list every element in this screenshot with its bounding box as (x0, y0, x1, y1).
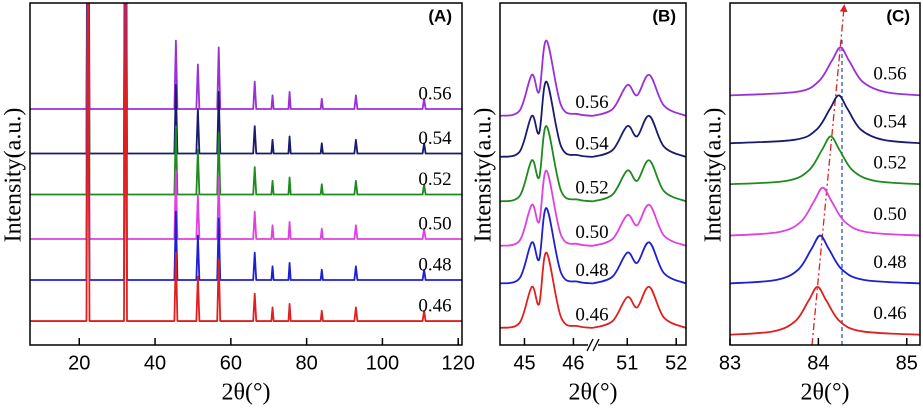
axis-break-gap (588, 341, 598, 349)
trace (30, 3, 462, 155)
y-axis-label: Intensity(a.u.) (471, 108, 497, 243)
series-label: 0.54 (575, 133, 609, 154)
x-axis-label: 2θ(°) (568, 380, 617, 406)
series-label: 0.56 (418, 83, 451, 104)
frame (29, 2, 463, 346)
frame (729, 2, 921, 346)
series-label: 0.50 (575, 222, 608, 243)
x-tick-label: 20 (68, 352, 90, 374)
x-tick-label: 85 (896, 352, 918, 374)
trace (730, 285, 920, 336)
plot-area (30, 3, 462, 322)
y-axis-label: Intensity(a.u.) (701, 108, 727, 243)
x-tick-label: 45 (513, 352, 535, 374)
x-axis-label: 2θ(°) (221, 380, 270, 406)
series-label: 0.50 (873, 204, 906, 225)
plot-area (730, 46, 920, 336)
trace (730, 135, 920, 186)
series-label: 0.46 (873, 303, 906, 324)
trace (30, 3, 462, 240)
series-label: 0.52 (418, 169, 451, 190)
trace (730, 46, 920, 97)
panel-label: (C) (886, 6, 910, 25)
x-tick-label: 52 (665, 352, 687, 374)
series-label: 0.54 (418, 128, 452, 149)
trace (30, 3, 462, 110)
trace (500, 39, 686, 117)
y-axis-label: Intensity(a.u.) (1, 108, 27, 243)
series-label: 0.48 (418, 254, 451, 275)
x-tick-label: 60 (220, 352, 242, 374)
trace (500, 125, 686, 203)
series-label: 0.54 (873, 112, 907, 133)
trace (730, 94, 920, 145)
axis-break (586, 338, 594, 352)
series-label: 0.52 (575, 178, 608, 199)
trace (30, 3, 462, 196)
plot-area (500, 39, 686, 329)
panel-label: (A) (428, 6, 452, 25)
x-tick-label: 46 (562, 352, 584, 374)
x-tick-label: 120 (442, 352, 475, 374)
trace (500, 251, 686, 329)
panel-label: (B) (652, 6, 676, 25)
x-tick-label: 51 (616, 352, 638, 374)
shift-arrow (811, 4, 848, 346)
series-label: 0.56 (575, 92, 608, 113)
trace (730, 186, 920, 237)
trace (30, 3, 462, 322)
trace (500, 169, 686, 247)
x-tick-label: 83 (719, 352, 741, 374)
trace (730, 234, 920, 285)
series-label: 0.48 (873, 252, 906, 273)
axis-break (592, 338, 600, 352)
series-label: 0.56 (873, 64, 906, 85)
series-label: 0.52 (873, 153, 906, 174)
x-tick-label: 80 (296, 352, 318, 374)
x-axis-label: 2θ(°) (800, 380, 849, 406)
series-label: 0.50 (418, 213, 451, 234)
x-tick-label: 84 (807, 352, 829, 374)
x-tick-label: 40 (144, 352, 166, 374)
series-label: 0.46 (418, 295, 451, 316)
trace (500, 207, 686, 285)
trace (30, 3, 462, 281)
x-tick-label: 100 (366, 352, 399, 374)
trace (500, 80, 686, 158)
series-label: 0.46 (575, 304, 608, 325)
series-label: 0.48 (575, 260, 608, 281)
